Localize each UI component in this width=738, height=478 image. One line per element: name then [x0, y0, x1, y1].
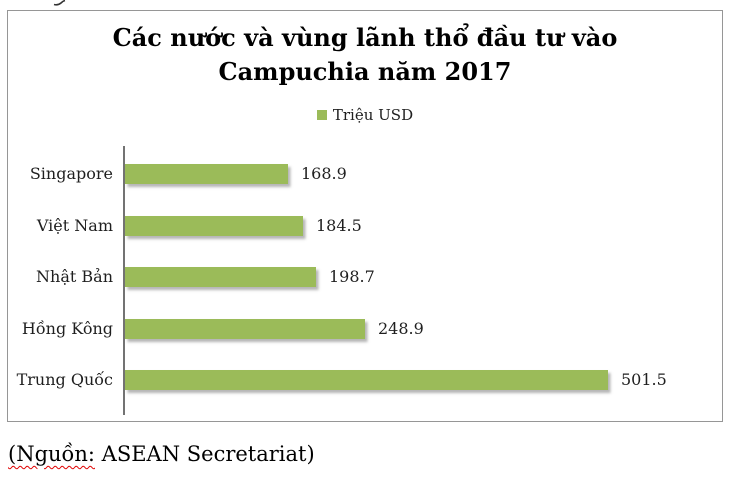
value-label: 184.5	[316, 216, 362, 235]
category-label: Nhật Bản	[36, 267, 113, 286]
chart-title-line2: Campuchia năm 2017	[218, 57, 512, 86]
legend: Triệu USD	[7, 106, 723, 124]
bar-trung-quốc	[125, 370, 608, 390]
source-note-rest: ASEAN Secretariat)	[94, 442, 315, 466]
bar-singapore	[125, 164, 288, 184]
value-label: 168.9	[301, 164, 347, 183]
category-label: Trung Quốc	[16, 370, 113, 389]
category-axis-line	[123, 146, 125, 415]
value-label: 198.7	[329, 267, 375, 286]
category-label: Việt Nam	[36, 216, 113, 235]
bar-nhật-bản	[125, 267, 316, 287]
value-label: 248.9	[378, 319, 424, 338]
bar-hồng-kông	[125, 319, 365, 339]
cropped-text-fragment	[53, 0, 66, 6]
source-note-prefix: (Nguồn:	[8, 442, 95, 466]
category-label: Singapore	[29, 164, 113, 183]
bar-việt-nam	[125, 216, 303, 236]
chart-title-line1: Các nước và vùng lãnh thổ đầu tư vào	[112, 23, 618, 52]
chart-title: Các nước và vùng lãnh thổ đầu tư vào Cam…	[7, 21, 723, 89]
value-label: 501.5	[621, 370, 667, 389]
legend-swatch	[316, 110, 327, 120]
source-note: (Nguồn: ASEAN Secretariat)	[8, 442, 315, 466]
legend-label: Triệu USD	[332, 106, 414, 124]
category-label: Hồng Kông	[21, 319, 113, 338]
